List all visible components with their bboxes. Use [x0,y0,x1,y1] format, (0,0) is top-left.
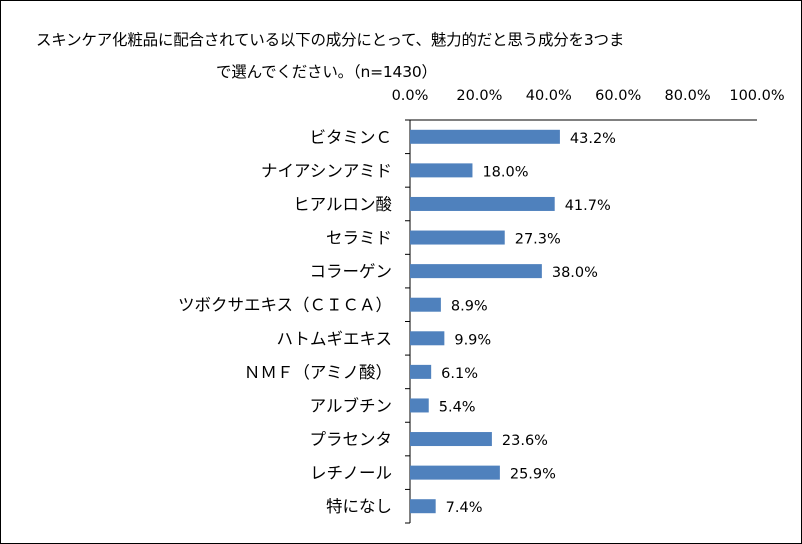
value-label: 5.4% [439,399,476,415]
value-label: 6.1% [441,366,478,382]
category-label: ヒアルロン酸 [293,195,392,214]
x-tick-label: 100.0% [729,88,784,104]
category-label: ハトムギエキス [277,329,393,348]
category-label: ビタミンＣ [310,128,393,147]
category-label: レチノール [310,464,392,483]
value-label: 9.9% [454,332,491,348]
bar [410,331,445,346]
value-label: 41.7% [565,198,611,214]
chart-title-line2: で選んでください。（n=1430） [216,63,437,81]
x-tick-label: 40.0% [526,88,572,104]
category-label: ツボクサエキス（ＣＩＣＡ） [178,296,392,315]
x-tick-label: 20.0% [456,88,502,104]
bar [410,196,555,211]
bar [410,230,505,245]
bar [410,264,542,279]
value-label: 18.0% [482,164,528,180]
chart-title-line1: スキンケア化粧品に配合されている以下の成分にとって、魅力的だと思う成分を3つま [36,31,625,49]
bar [410,398,429,413]
value-label: 23.6% [502,433,548,449]
x-tick-label: 80.0% [665,88,711,104]
bar [410,499,436,514]
x-tick-label: 60.0% [595,88,641,104]
value-label: 38.0% [552,265,598,281]
value-label: 27.3% [515,232,561,248]
category-label: ナイアシンアミド [261,161,392,180]
category-label: コラーゲン [310,262,393,281]
bar [410,129,560,144]
value-label: 43.2% [570,131,616,147]
bar [410,465,500,480]
value-label: 25.9% [510,467,556,483]
value-label: 8.9% [451,299,488,315]
bar [410,163,473,178]
category-label: ＮＭＦ（アミノ酸） [244,363,392,382]
bar [410,364,432,379]
category-label: プラセンタ [310,430,393,449]
x-tick-label: 0.0% [392,88,429,104]
value-label: 7.4% [446,500,483,516]
category-label: アルブチン [310,395,392,415]
category-label: セラミド [326,229,392,248]
bar [410,432,492,447]
bar [410,297,441,312]
category-label: 特になし [326,497,392,516]
